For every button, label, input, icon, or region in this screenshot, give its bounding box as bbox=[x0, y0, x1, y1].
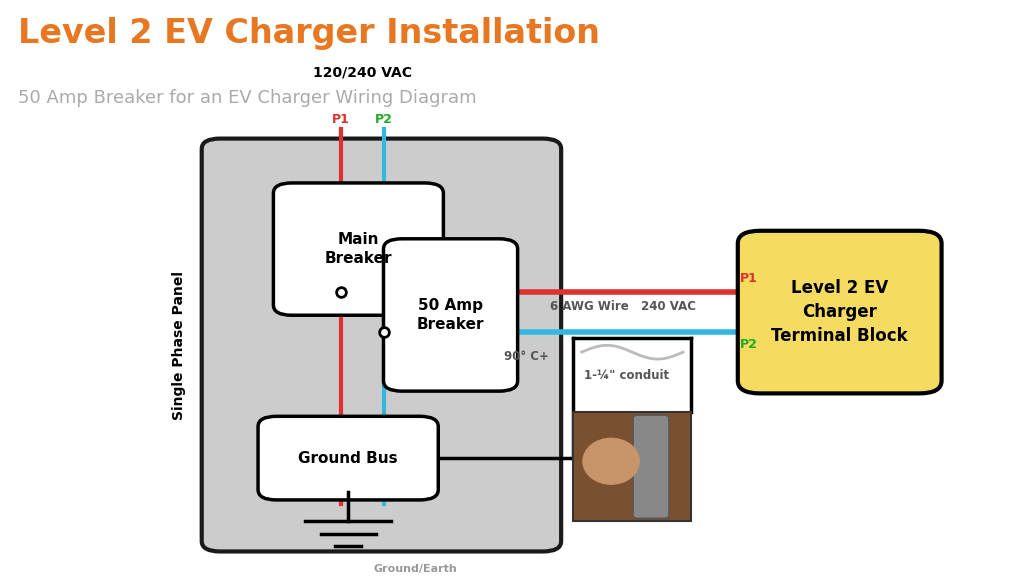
Text: P2: P2 bbox=[740, 338, 758, 351]
Text: Level 2 EV Charger Installation: Level 2 EV Charger Installation bbox=[18, 17, 600, 50]
FancyBboxPatch shape bbox=[633, 415, 669, 518]
Text: Main
Breaker: Main Breaker bbox=[325, 232, 392, 266]
Text: Single Phase Panel: Single Phase Panel bbox=[172, 271, 186, 419]
Text: 120/240 VAC: 120/240 VAC bbox=[313, 65, 412, 79]
Text: Ground Bus: Ground Bus bbox=[298, 450, 398, 465]
Text: Ground/Earth: Ground/Earth bbox=[374, 564, 458, 574]
FancyBboxPatch shape bbox=[737, 231, 942, 393]
Text: 90° C+: 90° C+ bbox=[504, 350, 549, 363]
Text: Level 2 EV
Charger
Terminal Block: Level 2 EV Charger Terminal Block bbox=[771, 279, 908, 344]
FancyBboxPatch shape bbox=[273, 183, 443, 315]
FancyBboxPatch shape bbox=[202, 139, 561, 551]
Text: P1: P1 bbox=[740, 272, 758, 285]
FancyBboxPatch shape bbox=[383, 239, 518, 391]
Text: 50 Amp
Breaker: 50 Amp Breaker bbox=[417, 298, 484, 332]
Text: 1-¼" conduit: 1-¼" conduit bbox=[584, 369, 669, 382]
Ellipse shape bbox=[583, 438, 639, 484]
Text: P2: P2 bbox=[375, 113, 393, 126]
Text: 50 Amp Breaker for an EV Charger Wiring Diagram: 50 Amp Breaker for an EV Charger Wiring … bbox=[18, 89, 477, 107]
Text: P1: P1 bbox=[332, 113, 350, 126]
FancyBboxPatch shape bbox=[573, 412, 691, 521]
FancyBboxPatch shape bbox=[258, 416, 438, 500]
Text: 6 AWG Wire   240 VAC: 6 AWG Wire 240 VAC bbox=[551, 300, 696, 313]
